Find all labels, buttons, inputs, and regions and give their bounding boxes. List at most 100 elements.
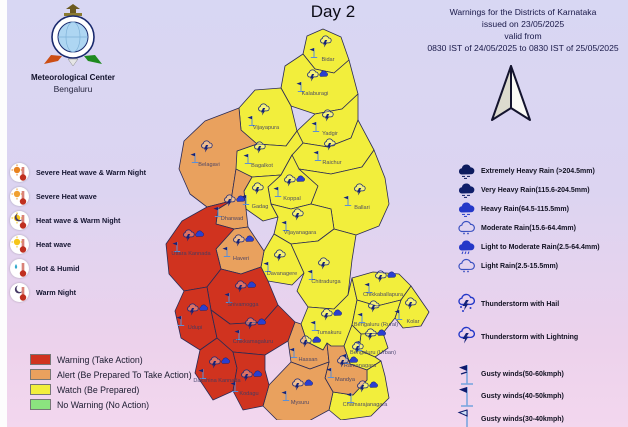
- district-label: Udupi: [188, 325, 203, 331]
- cloud-heavy-icon: [458, 202, 475, 217]
- district-label: Chikkaballapura: [363, 292, 404, 298]
- thunderstorm-lightning-icon: [337, 355, 349, 368]
- gusty-wind-icon: [346, 393, 355, 403]
- page-title: Day 2: [310, 2, 356, 21]
- thunderstorm-lightning-icon: [292, 378, 304, 391]
- district-label: Kalaburagi: [302, 91, 329, 97]
- cloud-moderate-icon: [458, 220, 475, 235]
- heat-legend-item: Heat wave: [10, 232, 146, 256]
- rain-legend-label: Very Heavy Rain(115.6-204.5mm): [481, 186, 590, 194]
- thermometer-moon-icon: [14, 285, 27, 301]
- cloud-light-moderate-icon: [458, 240, 475, 255]
- validity-line-4: 0830 IST of 24/05/2025 to 0830 IST of 25…: [427, 43, 619, 54]
- gusty-wind-icon: [311, 122, 320, 132]
- heat-legend-item: Severe Heat wave: [10, 184, 146, 208]
- thunderstorm-hail-icon: [458, 293, 475, 312]
- north-arrow-icon: [491, 65, 531, 121]
- district-label: Hassan: [299, 357, 318, 363]
- district-label: Mandya: [335, 377, 356, 383]
- thunderstorm-lightning-icon: [320, 35, 332, 48]
- thermometer-sun-icon: [11, 188, 27, 205]
- thunderstorm-lightning-icon: [233, 234, 245, 247]
- rain-cloud-icon: [312, 336, 321, 343]
- rain-cloud-icon: [199, 304, 208, 311]
- thunderstorm-lightning-icon: [375, 270, 387, 283]
- warning-level-legend: Warning (Take Action) Alert (Be Prepared…: [30, 352, 192, 412]
- validity-line-2: issued on 23/05/2025: [481, 19, 565, 30]
- gusty-wind-icon: [296, 82, 305, 92]
- thunderstorm-lightning-icon: [352, 341, 364, 354]
- rain-cloud-icon: [304, 379, 313, 386]
- thunderstorm-lightning-icon: [368, 300, 380, 313]
- heat-legend-label: Hot & Humid: [36, 263, 80, 273]
- rain-legend-item: Very Heavy Rain(115.6-204.5mm): [455, 182, 590, 198]
- rain-legend-item: Thunderstorm with Lightning: [455, 326, 578, 348]
- gusty-wind-icon: [273, 187, 282, 197]
- gusty-wind-icon: [190, 153, 199, 163]
- gusty-wind-icon: [243, 154, 252, 164]
- heat-legend-label: Warm Night: [36, 287, 77, 297]
- thunderstorm-lightning-icon: [284, 174, 296, 187]
- district-label: Chamarajanagara: [343, 402, 389, 408]
- gusty-wind-icon: [307, 270, 316, 280]
- thunderstorm-lightning-icon: [252, 182, 264, 195]
- thunderstorm-lightning-icon: [292, 208, 304, 221]
- heat-legend-item: Warm Night: [10, 280, 146, 304]
- heat-legend-label: Heat wave: [36, 239, 72, 249]
- level-color-swatch: [30, 399, 51, 410]
- cloud-very-heavy-icon: [458, 183, 475, 198]
- rain-cloud-icon: [387, 271, 396, 278]
- rain-legend-label: Thunderstorm with Hail: [481, 300, 560, 308]
- thunderstorm-lightning-icon: [187, 303, 199, 316]
- heat-legend-label: Severe Heat wave & Warm Night: [36, 167, 146, 177]
- district-label: Bidar: [321, 57, 334, 63]
- rain-legend-label: Light to Moderate Rain(2.5-64.4mm): [481, 243, 600, 251]
- district-label: Belagavi: [198, 162, 219, 168]
- rain-cloud-icon: [253, 370, 262, 377]
- district-label: Chikkamagaluru: [233, 339, 273, 345]
- gusty-wind-icon: [224, 293, 233, 303]
- thunderstorm-lightning-icon: [274, 249, 286, 262]
- org-name: Meteorological Center: [30, 73, 115, 82]
- level-legend-label: Alert (Be Prepared To Take Action): [57, 369, 192, 380]
- thunderstorm-lightning-icon: [300, 335, 312, 348]
- cloud-light-icon: [458, 258, 475, 273]
- level-legend-item-watch: Watch (Be Prepared): [30, 382, 192, 397]
- rain-cloud-icon: [245, 235, 254, 242]
- gusty-wind-icon: [289, 348, 298, 358]
- rain-cloud-icon: [377, 329, 386, 336]
- district-label: Dakshina Kannada: [193, 378, 241, 384]
- district-label: Gadag: [252, 204, 269, 210]
- level-legend-label: No Warning (No Action): [57, 399, 150, 410]
- rain-cloud-icon: [349, 356, 358, 363]
- thunderstorm-lightning-icon: [258, 103, 270, 116]
- thunderstorm-lightning-icon: [209, 356, 221, 369]
- thunderstorm-lightning-icon: [245, 317, 257, 330]
- rain-legend-item: Moderate Rain(15.6-64.4mm): [455, 220, 576, 236]
- thunderstorm-lightning-icon: [318, 257, 330, 270]
- rain-legend-label: Light Rain(2.5-15.5mm): [481, 262, 559, 270]
- validity-line-1: Warnings for the Districts of Karnataka: [449, 7, 597, 17]
- imd-emblem-icon: [44, 4, 102, 67]
- rain-cloud-icon: [247, 281, 256, 288]
- thunderstorm-lightning-icon: [458, 326, 475, 344]
- level-color-swatch: [30, 354, 51, 365]
- thunderstorm-lightning-icon: [365, 328, 377, 341]
- district-label: Vijayapura: [253, 125, 280, 131]
- validity-line-3: valid from: [504, 31, 542, 42]
- rain-legend-item: Heavy Rain(64.5-115.5mm): [455, 201, 569, 217]
- rain-legend-label: Gusty winds(30-40kmph): [481, 415, 564, 423]
- thermometer-sun-yellow-icon: [11, 236, 27, 253]
- rain-cloud-icon: [236, 195, 245, 202]
- gusty-wind-icon: [213, 207, 222, 217]
- district-kodagu: [232, 351, 270, 411]
- left-margin-strip: [0, 0, 7, 427]
- gusty-wind-icon: [326, 368, 335, 378]
- gusty-wind-icon: [357, 313, 366, 323]
- level-color-swatch: [30, 369, 51, 380]
- rain-legend-item: Gusty winds(30-40kmph): [455, 406, 564, 427]
- gusty-wind-icon: [343, 196, 352, 206]
- level-legend-item-nowarning: No Warning (No Action): [30, 397, 192, 412]
- org-city: Bengaluru: [53, 84, 93, 94]
